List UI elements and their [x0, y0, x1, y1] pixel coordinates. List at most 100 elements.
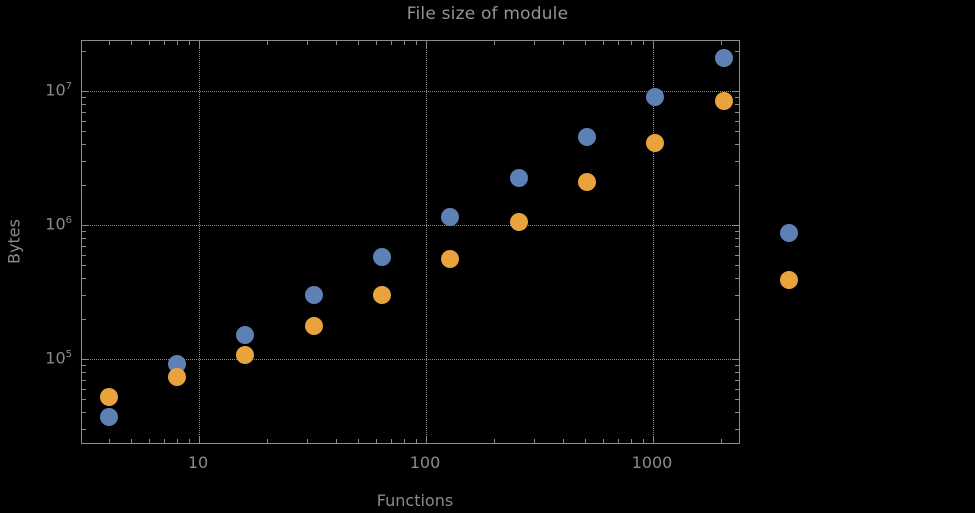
- x-axis-tick: [494, 439, 496, 443]
- x-axis-tick: [602, 439, 604, 443]
- y-axis-tick: [735, 365, 739, 367]
- y-axis-tick: [82, 371, 86, 373]
- y-axis-tick: [735, 412, 739, 414]
- y-axis-tick: [82, 144, 86, 146]
- data-point: [236, 346, 255, 365]
- y-axis-tick: [735, 131, 739, 133]
- x-axis-label: Functions: [376, 491, 454, 510]
- data-point: [714, 92, 733, 111]
- outside-data-point: [780, 271, 798, 290]
- y-axis-tick: [735, 318, 739, 320]
- x-axis-tick: [267, 439, 269, 443]
- data-point: [509, 212, 528, 231]
- y-axis-tick: [735, 245, 739, 247]
- x-axis-tick: [188, 41, 190, 45]
- y-axis-tick: [82, 184, 86, 186]
- data-point: [99, 407, 118, 426]
- x-axis-tick: [390, 41, 392, 45]
- y-axis-tick: [82, 412, 86, 414]
- y-axis-tick: [735, 254, 739, 256]
- y-tick-label: 106: [45, 214, 72, 234]
- y-axis-tick: [735, 265, 739, 267]
- data-point: [236, 325, 255, 344]
- y-axis-tick: [82, 120, 86, 122]
- y-axis-tick: [735, 231, 739, 233]
- y-axis-tick: [735, 161, 739, 163]
- y-gridline: [82, 91, 739, 92]
- x-axis-tick: [163, 439, 165, 443]
- y-axis-tick: [732, 91, 739, 92]
- x-axis-tick: [653, 436, 654, 443]
- y-axis-tick: [82, 429, 86, 431]
- x-axis-tick: [404, 439, 405, 443]
- y-axis-tick: [82, 399, 86, 401]
- data-point: [714, 49, 733, 68]
- y-gridline: [82, 359, 739, 360]
- y-tick-label: 107: [45, 80, 72, 100]
- plot-frame: [81, 40, 740, 444]
- x-axis-tick: [415, 439, 417, 443]
- data-point: [578, 128, 596, 147]
- x-axis-tick: [108, 41, 110, 45]
- y-axis-tick: [82, 161, 86, 163]
- y-axis-tick: [735, 388, 739, 390]
- x-axis-tick: [357, 41, 359, 45]
- data-point: [304, 317, 323, 336]
- data-point: [646, 88, 665, 107]
- y-gridline: [82, 225, 739, 226]
- data-point: [578, 173, 596, 192]
- x-axis-tick: [642, 439, 644, 443]
- x-axis-tick: [130, 41, 132, 45]
- data-point: [304, 286, 323, 305]
- x-axis-tick: [307, 41, 309, 45]
- y-axis-tick: [735, 184, 739, 186]
- x-axis-tick: [375, 439, 377, 443]
- chart-title: File size of module: [406, 4, 569, 24]
- x-axis-tick: [404, 41, 405, 45]
- y-axis-tick: [82, 318, 86, 320]
- y-axis-tick: [82, 111, 86, 113]
- plot-area: [82, 41, 739, 443]
- y-axis-tick: [82, 359, 89, 360]
- data-point: [373, 286, 391, 305]
- x-gridline: [653, 41, 654, 443]
- y-axis-tick: [735, 237, 739, 239]
- y-axis-tick: [82, 245, 86, 247]
- y-axis-tick: [735, 103, 739, 105]
- x-axis-tick: [584, 439, 586, 443]
- x-axis-tick: [534, 41, 536, 45]
- y-axis-tick: [735, 144, 739, 146]
- x-axis-tick: [617, 439, 619, 443]
- data-point: [99, 388, 118, 407]
- x-axis-tick: [415, 41, 417, 45]
- x-axis-tick: [199, 436, 200, 443]
- y-axis-tick: [735, 111, 739, 113]
- y-axis-tick: [82, 237, 86, 239]
- y-axis-tick: [82, 97, 86, 99]
- x-axis-tick: [602, 41, 604, 45]
- outside-data-point: [780, 224, 798, 243]
- x-axis-tick: [267, 41, 269, 45]
- data-point: [441, 207, 460, 226]
- x-axis-tick: [199, 41, 200, 48]
- y-axis-tick: [82, 388, 86, 390]
- x-axis-tick: [721, 41, 723, 45]
- y-axis-tick: [82, 50, 86, 52]
- data-point: [168, 367, 186, 386]
- y-axis-tick: [735, 120, 739, 122]
- x-axis-tick: [584, 41, 586, 45]
- y-axis-tick: [735, 278, 739, 280]
- x-axis-tick: [188, 439, 190, 443]
- y-axis-tick: [735, 97, 739, 99]
- x-axis-tick: [163, 41, 165, 45]
- y-axis-tick: [735, 379, 739, 381]
- x-axis-tick: [534, 439, 536, 443]
- y-axis-tick: [82, 103, 86, 105]
- x-axis-tick: [335, 439, 337, 443]
- x-axis-tick: [426, 41, 427, 48]
- y-axis-tick: [82, 254, 86, 256]
- x-axis-tick: [426, 436, 427, 443]
- x-axis-tick: [177, 439, 178, 443]
- x-axis-tick: [108, 439, 110, 443]
